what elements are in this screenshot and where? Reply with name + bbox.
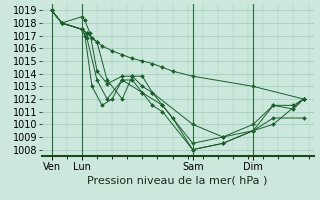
- X-axis label: Pression niveau de la mer( hPa ): Pression niveau de la mer( hPa ): [87, 176, 268, 186]
